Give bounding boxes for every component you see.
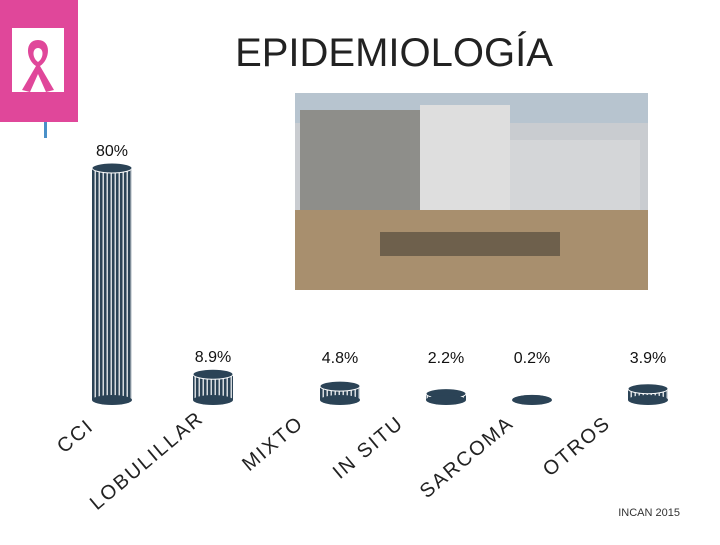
category-label: CCI	[53, 415, 98, 458]
bar-bottom	[92, 395, 132, 405]
slide-title: EPIDEMIOLOGÍA	[235, 30, 553, 75]
bar	[628, 388, 668, 400]
bar	[92, 168, 132, 400]
bar-bottom	[193, 395, 233, 405]
bar-bottom	[512, 395, 552, 405]
logo-inner	[12, 28, 64, 92]
category-label: SARCOMA	[416, 412, 518, 503]
value-label: 8.9%	[195, 349, 231, 366]
category-label: OTROS	[539, 412, 615, 481]
bar-top	[192, 368, 234, 380]
value-label: 3.9%	[630, 350, 666, 367]
value-label: 0.2%	[514, 350, 550, 367]
bar-top	[91, 162, 133, 174]
value-label: 4.8%	[322, 350, 358, 367]
building-photo	[295, 93, 648, 290]
bar-bottom	[320, 395, 360, 405]
category-label: IN SITU	[329, 412, 408, 484]
bar-top	[627, 383, 669, 395]
bar-bottom	[628, 395, 668, 405]
ribbon-icon	[22, 40, 54, 92]
source-note: INCAN 2015	[618, 507, 680, 519]
photo-sign	[380, 232, 560, 256]
value-label: 2.2%	[428, 350, 464, 367]
value-label: 80%	[96, 143, 128, 160]
photo-tower	[420, 105, 510, 225]
accent-bar	[44, 122, 47, 138]
category-label: LOBULILLAR	[86, 407, 208, 515]
category-label: MIXTO	[238, 412, 308, 476]
bar-top	[319, 380, 361, 392]
bar-bottom	[426, 395, 466, 405]
